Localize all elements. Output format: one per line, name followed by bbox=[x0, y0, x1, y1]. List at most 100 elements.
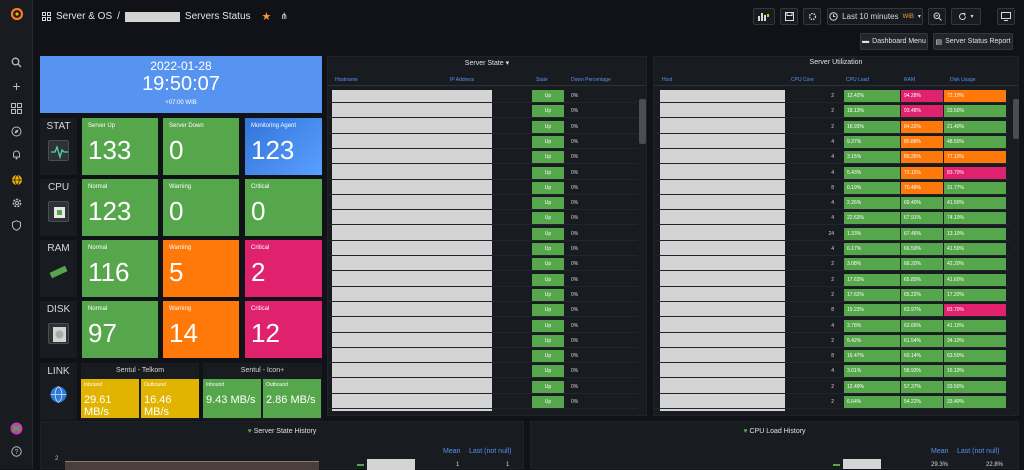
grafana-logo-icon[interactable] bbox=[8, 5, 25, 22]
table-row[interactable]: Up 0% bbox=[328, 365, 638, 379]
stat-tile-ram-normal[interactable]: Normal 116 bbox=[82, 240, 158, 297]
stat-tile-disk-critical[interactable]: Critical 12 bbox=[245, 301, 322, 358]
table-row[interactable]: Up 0% bbox=[328, 166, 638, 180]
table-row[interactable]: 4 3.15% 80.35% 77.10% bbox=[654, 151, 1010, 165]
plus-icon[interactable]: + bbox=[12, 77, 21, 94]
share-icon[interactable]: ⋔ bbox=[280, 11, 288, 21]
table-row[interactable]: Up 0% bbox=[328, 396, 638, 409]
table-row[interactable]: 4 22.63% 67.91% 74.10% bbox=[654, 212, 1010, 226]
table-row[interactable]: Up 0% bbox=[328, 273, 638, 287]
add-panel-button[interactable] bbox=[753, 8, 775, 25]
zoom-out-button[interactable] bbox=[928, 8, 946, 25]
avatar[interactable] bbox=[8, 420, 25, 437]
bell-icon[interactable] bbox=[8, 146, 25, 163]
table-row[interactable]: 4 3.01% 58.93% 16.10% bbox=[654, 365, 1010, 379]
status-report-button[interactable]: ▤ Server Status Report bbox=[933, 33, 1013, 50]
table-row[interactable]: Up 0% bbox=[328, 334, 638, 348]
table-row[interactable]: 2 16.93% 84.22% 21.40% bbox=[654, 120, 1010, 134]
stat-tile-cpu-critical[interactable]: Critical 0 bbox=[245, 179, 322, 236]
server-utilization-title[interactable]: Server Utilization bbox=[809, 59, 863, 66]
explore-icon[interactable] bbox=[8, 123, 25, 140]
column-header[interactable]: CPU Load bbox=[846, 77, 870, 83]
legend-last-header[interactable]: Last (not null) bbox=[957, 448, 1000, 455]
gear-icon[interactable] bbox=[8, 194, 25, 211]
table-row[interactable]: Up 0% bbox=[328, 197, 638, 211]
column-header[interactable]: Down Percentage bbox=[571, 77, 611, 83]
stat-tile-stat-server-down[interactable]: Server Down 0 bbox=[163, 118, 239, 175]
scrollbar[interactable] bbox=[639, 99, 646, 144]
column-header[interactable]: CPU Core bbox=[791, 77, 814, 83]
table-row[interactable]: 8 19.23% 63.97% 83.70% bbox=[654, 304, 1010, 318]
breadcrumb-folder[interactable]: Server & OS bbox=[56, 11, 113, 22]
column-header[interactable]: IP Address bbox=[450, 77, 475, 83]
table-row[interactable]: 4 2.26% 69.40% 41.50% bbox=[654, 197, 1010, 211]
table-row[interactable]: Up 0% bbox=[328, 227, 638, 241]
table-row[interactable]: Up 0% bbox=[328, 288, 638, 302]
scrollbar[interactable] bbox=[1013, 99, 1019, 139]
dashboards-icon[interactable] bbox=[8, 100, 25, 117]
table-row[interactable]: Up 0% bbox=[328, 105, 638, 119]
legend-last-header[interactable]: Last (not null) bbox=[469, 448, 512, 455]
stat-tile-stat-server-up[interactable]: Server Up 133 bbox=[82, 118, 158, 175]
stat-tile-cpu-normal[interactable]: Normal 123 bbox=[82, 179, 158, 236]
table-row[interactable]: 2 5.42% 61.54% 34.10% bbox=[654, 334, 1010, 348]
table-row[interactable]: Up 0% bbox=[328, 258, 638, 272]
table-row[interactable]: Up 0% bbox=[328, 212, 638, 226]
table-row[interactable]: 8 0.19% 70.49% 31.77% bbox=[654, 181, 1010, 195]
column-header[interactable]: Hostname bbox=[335, 77, 358, 83]
table-row[interactable]: Up 0% bbox=[328, 90, 638, 103]
table-row[interactable]: Up 0% bbox=[328, 380, 638, 394]
tv-mode-button[interactable] bbox=[997, 8, 1015, 25]
table-row[interactable]: 4 5.43% 73.15% 83.70% bbox=[654, 166, 1010, 180]
column-header[interactable]: State bbox=[536, 77, 548, 83]
link-tile[interactable]: Outbound 16.46 MB/s bbox=[141, 379, 199, 418]
table-row[interactable]: Up 0% bbox=[328, 151, 638, 165]
stat-tile-disk-warning[interactable]: Warning 14 bbox=[163, 301, 239, 358]
column-header[interactable]: RAM bbox=[904, 77, 916, 83]
table-row[interactable]: 2 18.13% 93.48% 33.50% bbox=[654, 105, 1010, 119]
server-state-history-title[interactable]: ♥ Server State History bbox=[41, 428, 523, 435]
table-row[interactable]: 8 16.47% 60.14% 63.50% bbox=[654, 350, 1010, 364]
table-row[interactable]: 2 6.64% 54.22% 33.40% bbox=[654, 396, 1010, 409]
time-picker[interactable]: Last 10 minutes WIB ▾ bbox=[827, 8, 923, 25]
stat-tile-disk-normal[interactable]: Normal 97 bbox=[82, 301, 158, 358]
table-row[interactable]: Up 0% bbox=[328, 181, 638, 195]
table-row[interactable]: 2 17.63% 65.80% 41.60% bbox=[654, 273, 1010, 287]
table-row[interactable]: Up 0% bbox=[328, 243, 638, 256]
legend-mean-header[interactable]: Mean bbox=[443, 448, 461, 455]
settings-button[interactable] bbox=[803, 8, 821, 25]
table-row[interactable]: 2 17.62% 65.22% 17.20% bbox=[654, 288, 1010, 302]
stat-tile-ram-critical[interactable]: Critical 2 bbox=[245, 240, 322, 297]
table-row[interactable]: 2 12.42% 94.28% 72.10% bbox=[654, 90, 1010, 103]
table-row[interactable]: Up 0% bbox=[328, 120, 638, 134]
link-tile[interactable]: Inbound 9.43 MB/s bbox=[203, 379, 261, 418]
save-button[interactable] bbox=[780, 8, 798, 25]
table-row[interactable]: Up 0% bbox=[328, 304, 638, 318]
page-title[interactable]: Servers Status bbox=[184, 11, 251, 22]
column-header[interactable]: Disk Usage bbox=[950, 77, 976, 83]
table-row[interactable]: 4 9.37% 80.88% 48.50% bbox=[654, 135, 1010, 149]
table-row[interactable]: Up 0% bbox=[328, 350, 638, 364]
shield-icon[interactable] bbox=[8, 217, 25, 234]
table-row[interactable]: 24 1.33% 67.46% 13.10% bbox=[654, 227, 1010, 241]
stat-tile-cpu-warning[interactable]: Warning 0 bbox=[163, 179, 239, 236]
star-icon[interactable]: ★ bbox=[261, 11, 272, 23]
dashboard-menu-button[interactable]: ▬ Dashboard Menu bbox=[860, 33, 928, 50]
stat-tile-stat-monitoring-agent[interactable]: Monitoring Agent 123 bbox=[245, 118, 322, 175]
table-row[interactable]: 2 3.08% 66.20% 42.20% bbox=[654, 258, 1010, 272]
cpu-load-history-title[interactable]: ♥ CPU Load History bbox=[531, 428, 1018, 435]
table-row[interactable]: Up 0% bbox=[328, 319, 638, 333]
refresh-button[interactable]: ▾ bbox=[951, 8, 981, 25]
table-row[interactable]: 4 3.78% 62.66% 41.10% bbox=[654, 319, 1010, 333]
legend-mean-header[interactable]: Mean bbox=[931, 448, 949, 455]
link-tile[interactable]: Outbound 2.86 MB/s bbox=[263, 379, 321, 418]
search-icon[interactable] bbox=[8, 54, 25, 71]
stat-tile-ram-warning[interactable]: Warning 5 bbox=[163, 240, 239, 297]
help-icon[interactable]: ? bbox=[8, 443, 25, 460]
table-row[interactable]: 4 6.17% 66.50% 41.50% bbox=[654, 243, 1010, 256]
table-row[interactable]: 2 12.49% 57.37% 33.50% bbox=[654, 380, 1010, 394]
table-row[interactable]: Up 0% bbox=[328, 135, 638, 149]
globe-icon[interactable] bbox=[8, 171, 25, 188]
link-tile[interactable]: Inbound 29.61 MB/s bbox=[81, 379, 139, 418]
server-state-title[interactable]: Server State ▾ bbox=[328, 59, 646, 67]
